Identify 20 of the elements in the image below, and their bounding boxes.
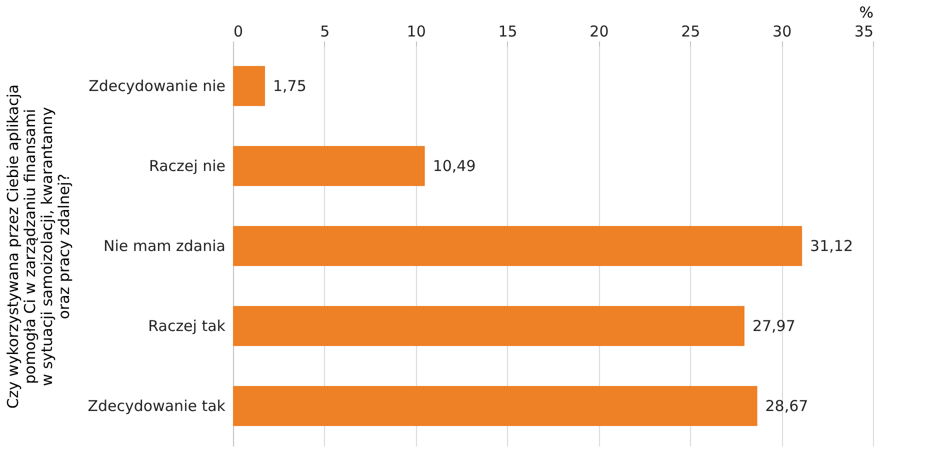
x-tick-label: 30 [772, 22, 792, 40]
y-tick-label: Raczej nie [149, 157, 226, 175]
x-axis-title: % [859, 4, 874, 22]
y-tick-label: Nie mam zdania [103, 237, 226, 255]
y-tick-label: Zdecydowanie tak [88, 397, 226, 415]
x-tick-label: 0 [234, 22, 244, 40]
x-tick-label: 5 [320, 22, 330, 40]
x-tick-label: 15 [498, 22, 518, 40]
data-label: 31,12 [810, 237, 854, 255]
x-tick-label: 10 [406, 22, 426, 40]
x-tick-label: 20 [590, 22, 609, 40]
data-label: 28,67 [765, 397, 808, 415]
y-tick-label: Raczej tak [148, 317, 226, 335]
x-tick-label: 25 [681, 22, 700, 40]
y-axis-title: Czy wykorzystywana przez Ciebie aplikacja pomogła Ci w zarządzaniu finansami w sytuacji samoizolacji, kwarantanny oraz pracy zdalnej? [4, 84, 73, 409]
x-tick-label: 35 [854, 22, 874, 40]
y-tick-label: Zdecydowanie nie [88, 77, 226, 95]
data-label: 1,75 [273, 77, 306, 95]
data-label: 27,97 [752, 317, 796, 335]
data-label: 10,49 [432, 157, 476, 175]
